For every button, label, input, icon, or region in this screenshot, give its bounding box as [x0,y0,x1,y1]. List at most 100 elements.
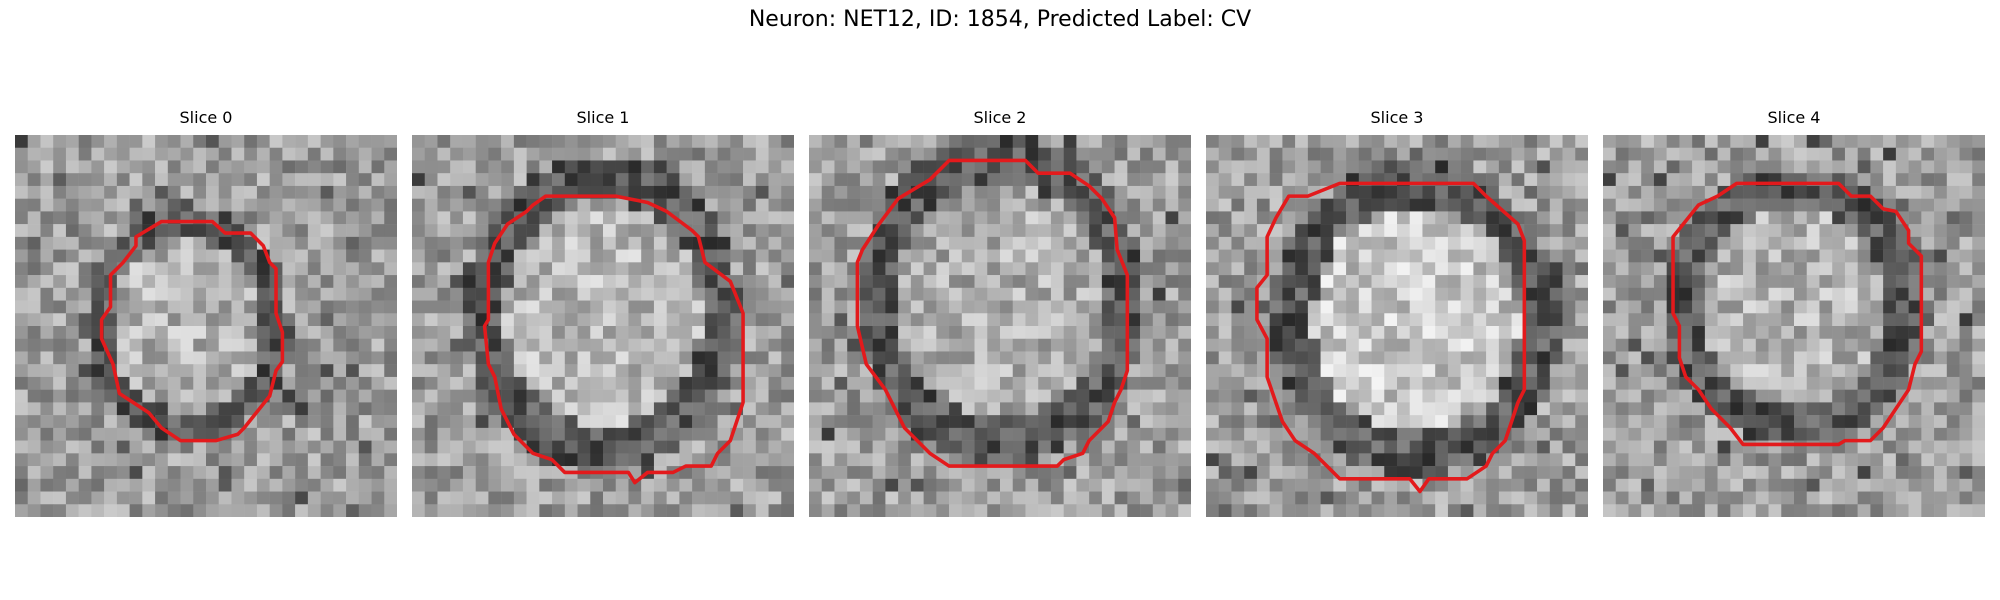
image-pixel [1870,236,1884,250]
image-pixel [218,376,232,390]
image-pixel [936,491,950,505]
image-pixel [206,453,219,467]
image-pixel [1050,402,1064,416]
image-pixel [1641,211,1655,225]
image-pixel [1127,466,1141,480]
image-pixel [1959,135,1973,148]
image-pixel [603,338,616,352]
image-pixel [1076,275,1090,289]
image-pixel [462,287,476,301]
image-pixel [78,236,92,250]
image-pixel [1307,326,1321,339]
image-pixel [834,287,848,301]
image-pixel [475,262,489,276]
image-pixel [1768,313,1782,327]
image-pixel [1307,275,1321,289]
image-pixel [282,300,296,314]
image-pixel [244,198,258,212]
image-pixel [1295,504,1309,517]
image-pixel [1152,275,1166,289]
image-pixel [743,466,757,480]
image-pixel [1282,287,1296,301]
image-pixel [1844,402,1858,416]
image-pixel [1127,351,1141,365]
image-pixel [1165,466,1179,480]
image-pixel [1921,300,1935,314]
image-pixel [1883,313,1897,327]
image-pixel [1692,287,1706,301]
image-pixel [987,211,1001,225]
image-pixel [462,224,476,238]
image-pixel [1333,402,1347,416]
image-pixel [1615,326,1629,339]
image-pixel [1346,504,1360,517]
image-pixel [1346,338,1360,352]
image-pixel [116,326,130,339]
image-pixel [371,185,385,199]
image-pixel [1692,185,1706,199]
image-pixel [885,478,899,492]
image-pixel [1025,185,1039,199]
image-pixel [462,236,476,250]
image-pixel [65,262,79,276]
image-pixel [155,466,169,480]
image-pixel [1127,287,1141,301]
image-pixel [424,326,438,339]
image-pixel [1165,504,1179,517]
image-pixel [1819,287,1833,301]
image-pixel [809,491,822,505]
image-pixel [1615,364,1629,378]
image-pixel [142,491,156,505]
image-pixel [1653,300,1667,314]
image-pixel [910,211,924,225]
image-pixel [1076,427,1090,441]
image-pixel [1972,504,1985,517]
image-pixel [768,198,782,212]
image-pixel [1397,262,1410,276]
image-pixel [1883,338,1897,352]
image-pixel [615,147,629,161]
image-pixel [1908,440,1922,454]
image-pixel [78,160,92,174]
image-pixel [513,313,527,327]
image-pixel [231,135,245,148]
image-pixel [1025,275,1039,289]
image-pixel [1320,351,1334,365]
image-pixel [282,313,296,327]
image-pixel [256,262,270,276]
image-pixel [371,478,385,492]
image-pixel [641,351,655,365]
image-pixel [1666,504,1680,517]
image-pixel [1063,262,1077,276]
image-pixel [1844,326,1858,339]
image-pixel [872,275,886,289]
image-pixel [1127,185,1141,199]
image-pixel [1384,466,1398,480]
image-pixel [1231,185,1245,199]
image-pixel [358,198,372,212]
image-pixel [475,453,489,467]
image-pixel [987,287,1001,301]
image-pixel [1384,326,1398,339]
image-pixel [40,224,54,238]
image-pixel [1730,224,1744,238]
image-pixel [1140,160,1154,174]
image-pixel [949,211,963,225]
image-pixel [603,135,616,148]
image-pixel [1152,262,1166,276]
image-pixel [424,466,438,480]
image-pixel [666,224,680,238]
image-pixel [743,402,757,416]
image-pixel [1076,364,1090,378]
image-pixel [1844,224,1858,238]
image-pixel [1562,466,1576,480]
image-pixel [590,236,604,250]
image-pixel [1025,504,1039,517]
image-pixel [1165,236,1179,250]
image-pixel [717,173,731,187]
image-pixel [1537,427,1551,441]
image-pixel [1422,135,1436,148]
image-pixel [1768,402,1782,416]
image-pixel [717,236,731,250]
image-pixel [961,249,975,263]
